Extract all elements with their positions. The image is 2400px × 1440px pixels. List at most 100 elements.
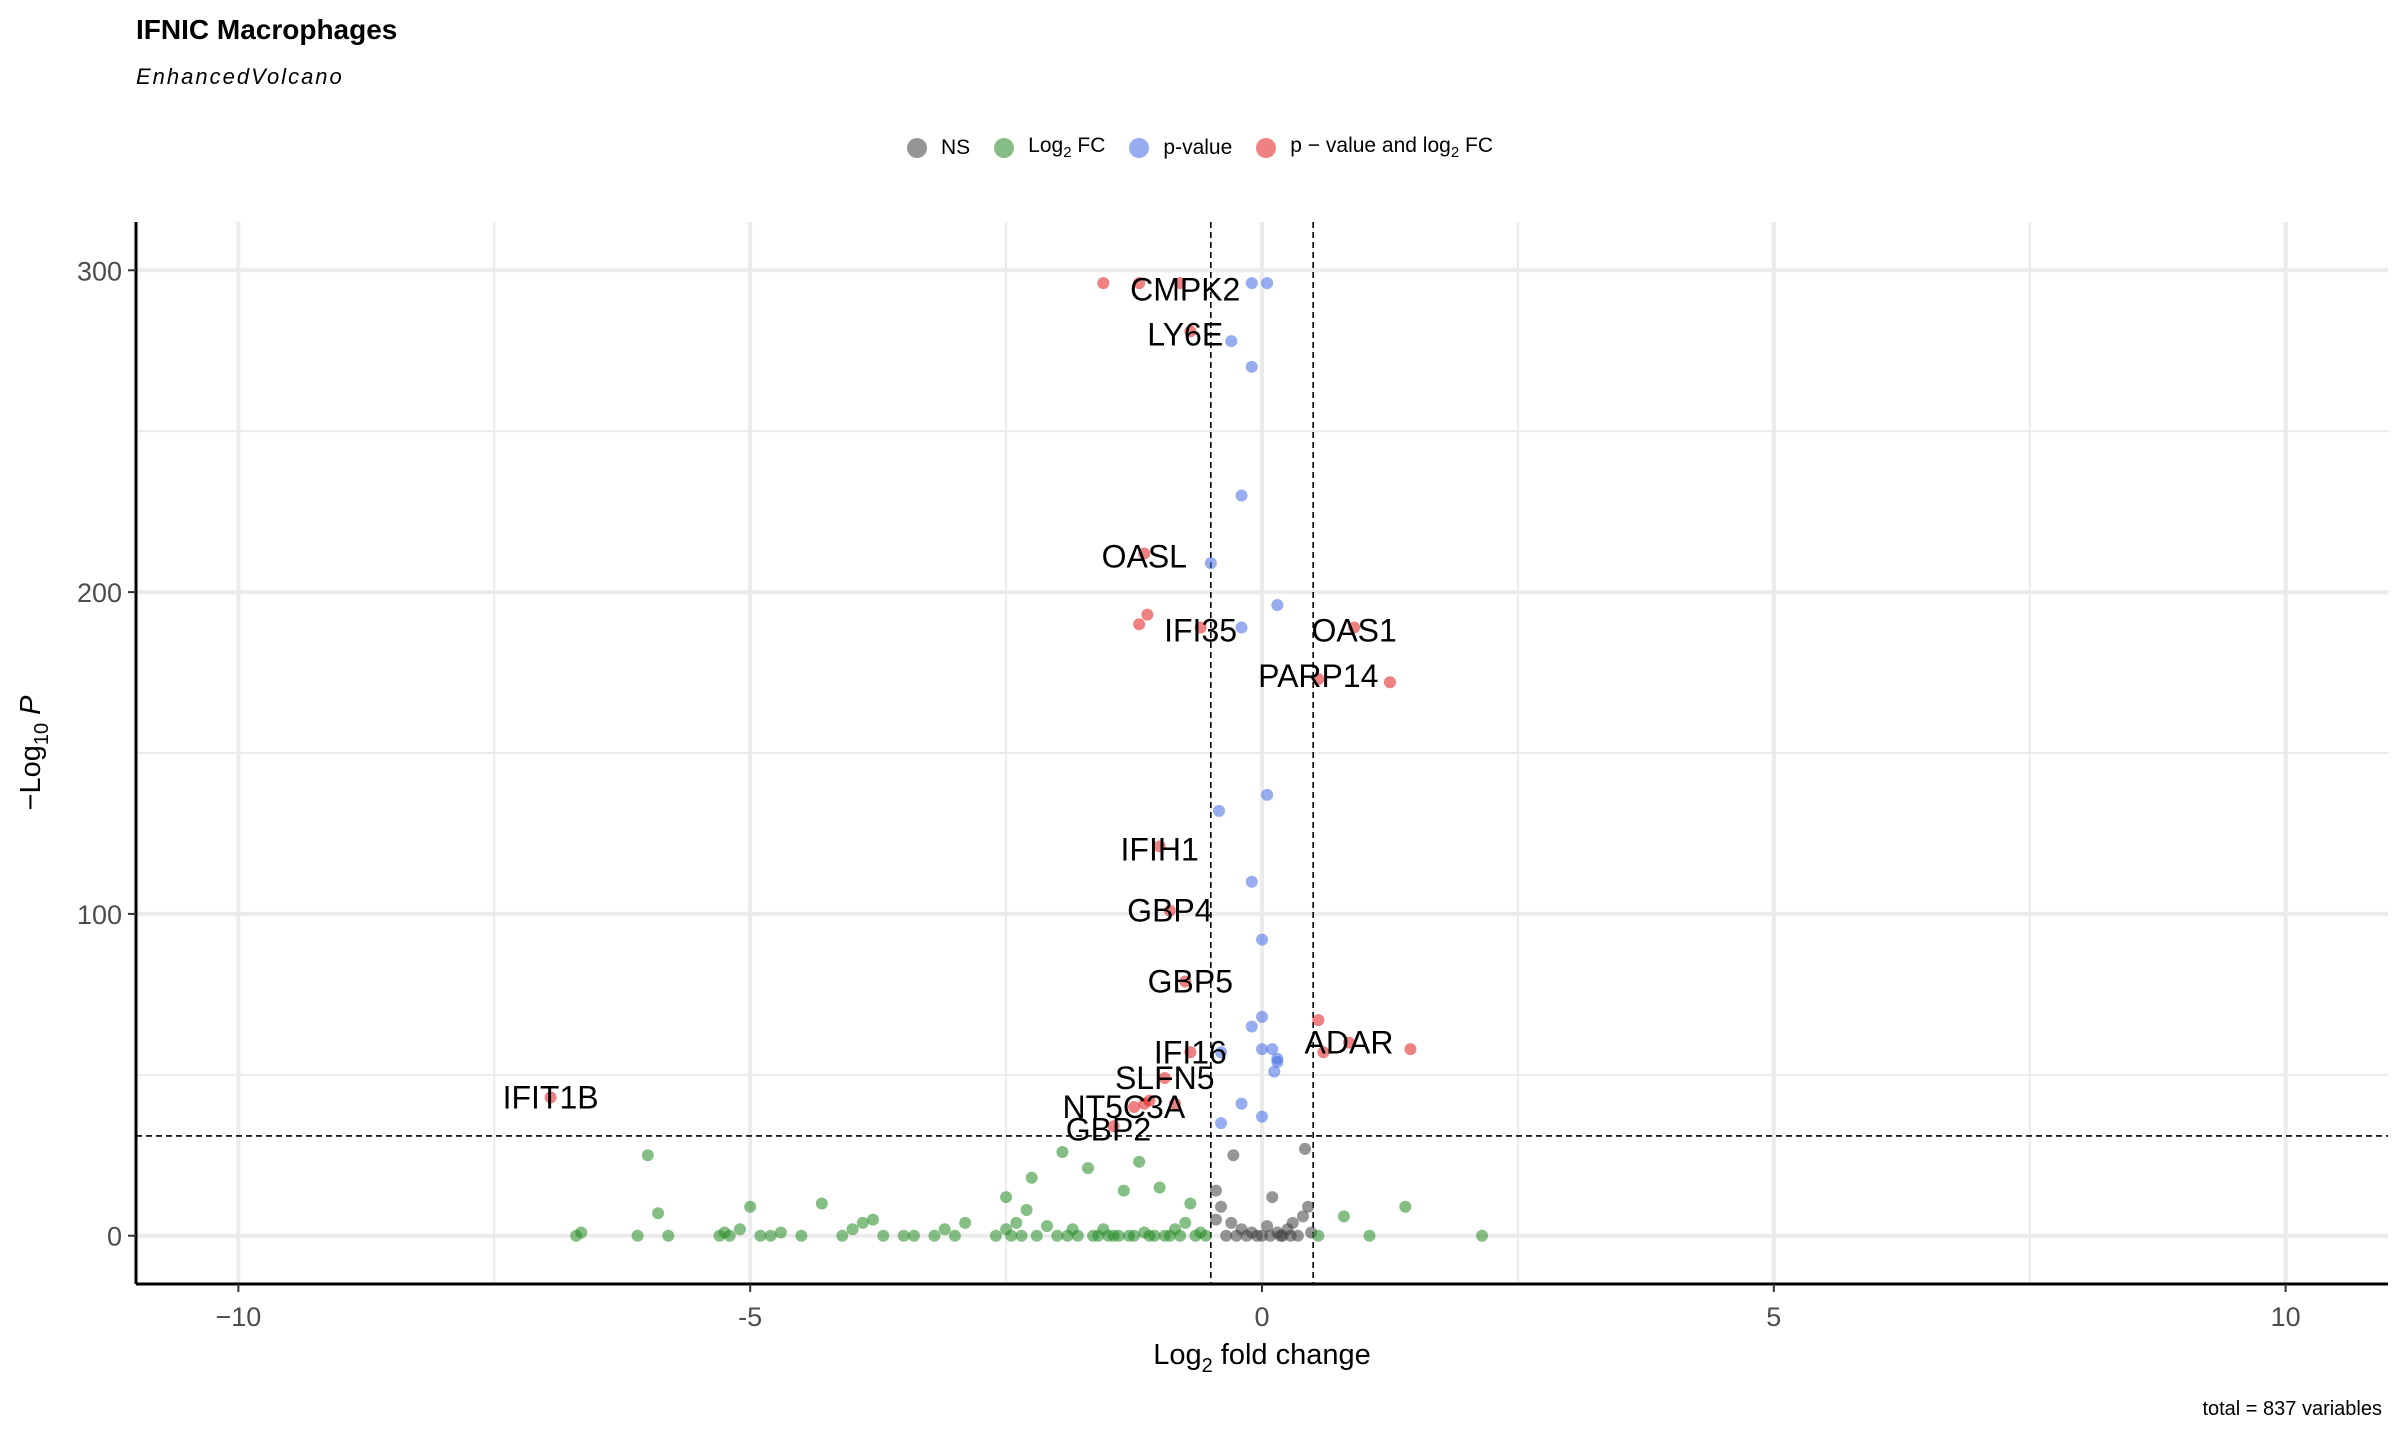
legend-item-ns: NS <box>906 136 971 160</box>
data-point <box>1213 804 1226 817</box>
data-point <box>1209 1184 1222 1197</box>
data-point <box>1138 547 1151 560</box>
x-axis-title: Log2 fold change <box>1153 1339 1371 1377</box>
gene-label: GBP4 <box>1127 893 1212 929</box>
cutoff-lines <box>136 222 2388 1284</box>
legend-label-pvalue: p-value <box>1163 136 1233 159</box>
data-point <box>1117 1184 1130 1197</box>
data-point <box>733 1223 746 1236</box>
data-point <box>1184 325 1197 338</box>
data-point <box>764 1229 777 1242</box>
data-point <box>938 1223 951 1236</box>
data-point <box>1133 618 1146 631</box>
data-point <box>1235 1097 1248 1110</box>
data-point <box>1261 788 1274 801</box>
gene-label: NT5C3A <box>1062 1089 1185 1125</box>
data-point <box>1030 1229 1043 1242</box>
data-point <box>744 1200 757 1213</box>
gene-labels: CMPK2 LY6E OASL IFI35 OAS1 PARP14 IFIH1 GBP4 GBP… <box>503 272 1397 1148</box>
data-point <box>846 1223 859 1236</box>
data-point <box>1363 1229 1376 1242</box>
data-point <box>928 1229 941 1242</box>
data-point <box>1215 1200 1228 1213</box>
data-point <box>1298 1142 1311 1155</box>
data-point <box>1404 1043 1417 1056</box>
gene-label: IFIH1 <box>1121 832 1199 868</box>
data-point <box>867 1213 880 1226</box>
data-point <box>1107 1120 1120 1133</box>
chart-caption: total = 837 variables <box>2202 1398 2382 1420</box>
gene-label: IFI35 <box>1164 613 1237 649</box>
data-point <box>1000 1191 1013 1204</box>
data-point <box>652 1207 665 1220</box>
data-point <box>1158 1072 1171 1085</box>
data-point <box>1153 1181 1166 1194</box>
data-point <box>1235 621 1248 634</box>
y-tick-label: 0 <box>107 1222 122 1252</box>
data-point <box>1296 1210 1309 1223</box>
data-point <box>1071 1229 1084 1242</box>
data-point <box>1235 489 1248 502</box>
data-point <box>1312 672 1325 685</box>
gene-label: IFIT1B <box>503 1079 599 1115</box>
data-point <box>1056 1146 1069 1159</box>
data-point <box>1383 676 1396 689</box>
x-tick-label: 10 <box>2271 1302 2301 1332</box>
gene-label: PARP14 <box>1258 658 1378 694</box>
data-point <box>1256 1010 1268 1023</box>
data-point <box>723 1229 736 1242</box>
data-point <box>1041 1220 1054 1233</box>
gene-label: OASL <box>1102 539 1187 575</box>
data-points <box>544 277 1489 1242</box>
data-point <box>959 1216 972 1229</box>
data-point <box>1199 1229 1212 1242</box>
x-tick-label: 5 <box>1766 1302 1781 1332</box>
data-point <box>1266 1191 1279 1204</box>
y-tick-label: 300 <box>77 256 122 286</box>
data-point <box>1204 557 1217 570</box>
gene-label: IFI16 <box>1154 1034 1227 1070</box>
data-point <box>1025 1171 1038 1184</box>
data-point <box>1051 1229 1064 1242</box>
data-point <box>897 1229 910 1242</box>
data-point <box>1215 1046 1228 1059</box>
legend-label-pvalue-and-log2fc: p − value and log2 FC <box>1290 134 1493 162</box>
data-point <box>1317 1046 1330 1059</box>
gene-label: ADAR <box>1305 1025 1394 1061</box>
chart-title: IFNIC Macrophages <box>136 14 398 45</box>
y-axis-title: −Log10 P <box>15 695 53 811</box>
data-point <box>631 1229 644 1242</box>
data-point <box>877 1229 890 1242</box>
data-point <box>1005 1229 1018 1242</box>
data-point <box>1337 1210 1350 1223</box>
data-point <box>1020 1203 1033 1216</box>
data-point <box>1245 875 1258 888</box>
data-point <box>1112 1229 1125 1242</box>
data-point <box>1227 1149 1240 1162</box>
legend-marker-pvalue <box>1129 138 1150 158</box>
data-point <box>1268 1065 1281 1078</box>
legend-marker-pvalue-and-log2fc <box>1256 138 1277 158</box>
data-point <box>907 1229 920 1242</box>
gene-label: GBP2 <box>1066 1112 1151 1148</box>
chart-subtitle: EnhancedVolcano <box>136 64 344 89</box>
gene-label: CMPK2 <box>1130 272 1240 308</box>
data-point <box>1245 1020 1258 1033</box>
grid <box>136 222 2388 1284</box>
data-point <box>1271 1055 1284 1068</box>
data-point <box>989 1229 1002 1242</box>
legend-label-ns: NS <box>940 136 971 159</box>
legend-label-log2fc: Log2 FC <box>1028 134 1106 162</box>
data-point <box>1184 1197 1197 1210</box>
data-point <box>641 1149 654 1162</box>
data-point <box>1266 1043 1279 1056</box>
gene-label: GBP5 <box>1148 963 1233 999</box>
data-point <box>1312 1229 1325 1242</box>
y-tick-label: 200 <box>77 578 122 608</box>
data-point <box>575 1226 588 1239</box>
data-point <box>1256 1043 1268 1056</box>
gene-label: OAS1 <box>1311 613 1396 649</box>
data-point <box>856 1216 869 1229</box>
data-point <box>1220 1229 1233 1242</box>
